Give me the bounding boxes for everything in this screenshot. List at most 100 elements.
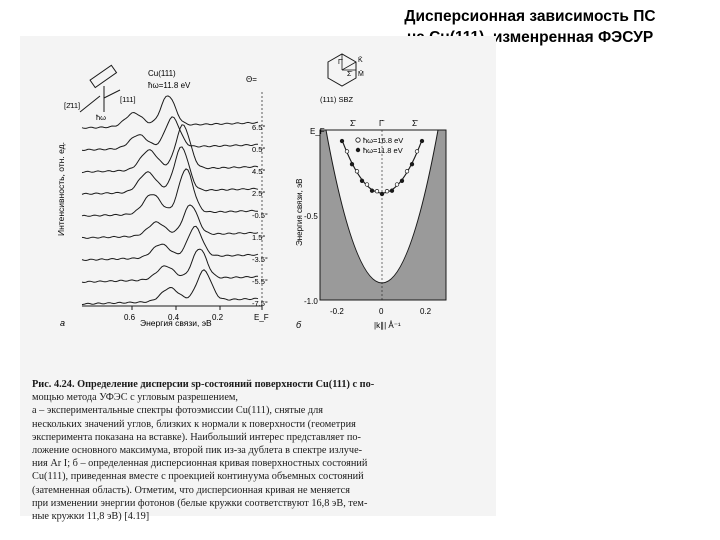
caption-line: Рис. 4.24. Определение дисперсии sp-сост… (32, 378, 488, 391)
panel-a-x-tick-label: 0.2 (212, 313, 224, 322)
point-11-8-ev (419, 138, 425, 144)
sbz-point-m: M̄ (358, 70, 364, 78)
caption-line-7: ния Ar I; б – определенная дисперсионная… (32, 458, 368, 470)
panel-a-x-tick-label: 0.4 (168, 313, 180, 322)
photon-arrow (79, 95, 101, 113)
angle-labels: 6.5° 0.5° 4.5° 2.5° -0.5° 1.5° -3.5° -5.5° -7.5° (252, 123, 268, 308)
inset-hv-label: ħω (96, 113, 106, 122)
point-16-8-ev (384, 189, 390, 194)
geometry-inset (79, 64, 121, 113)
top-label-sigma-right: Σ̄ (412, 119, 419, 128)
sbz-point-gamma: Γ̄ (338, 59, 343, 66)
point-16-8-ev (354, 169, 360, 174)
spectrum-curve (81, 225, 259, 262)
panel-b-letter: б (296, 320, 302, 330)
caption-line-4: нескольких значений углов, близких к нор… (32, 418, 356, 430)
panel-a-crystal: Cu(111) (148, 69, 176, 78)
caption-line-11: ные кружки 11,8 эВ) [4.19] (32, 511, 150, 523)
sample-block (89, 64, 118, 89)
point-11-8-ev (389, 188, 395, 193)
panel-b-ytick-ef: E_F (310, 127, 325, 136)
caption-line-8: Cu(111), приведенная вместе с проекцией … (32, 471, 364, 483)
sbz-point-k: K̄ (358, 56, 363, 64)
dispersion-plot (319, 129, 447, 301)
spectrum-curve (81, 95, 259, 129)
spectrum-curve (81, 146, 259, 195)
spectrum-curve (81, 168, 259, 217)
caption-line-1: Рис. 4.24. Определение дисперсии sp-сост… (32, 379, 375, 390)
panel-a-letter: а (60, 318, 65, 328)
panel-a-x-tick-label: 0.6 (124, 313, 136, 322)
point-11-8-ev (409, 162, 415, 167)
spectrum-curve (81, 248, 259, 284)
angle-label: 1.5° (252, 233, 265, 242)
panel-b: Γ̄ K̄ M̄ Σ̄ (111) SBZ E_F -0.5 (295, 53, 447, 330)
angle-label: -7.5° (252, 299, 268, 308)
sbz-label: (111) SBZ (320, 95, 353, 104)
inset-dir-label: [2̄11] (64, 101, 80, 110)
legend-filled-marker (355, 147, 361, 153)
legend-label-168: ħω=16.8 eV (363, 136, 403, 145)
point-11-8-ev (399, 178, 405, 183)
emission-arrow (103, 89, 121, 99)
caption-line-2: мощью метода УФЭС с угловым разрешением, (32, 392, 238, 404)
panel-b-ylabel: Энергия связи, эВ (295, 179, 304, 247)
panel-b-xtick-02: 0.2 (420, 307, 432, 316)
angle-label: 6.5° (252, 123, 265, 132)
caption-line-3: а – экспериментальные спектры фотоэмисси… (32, 405, 324, 417)
angle-label: -5.5° (252, 277, 268, 286)
point-11-8-ev (379, 191, 385, 197)
panel-a-x-tick-label: E_F (254, 313, 269, 322)
sbz-hexagon (327, 53, 357, 87)
caption-line-10: при изменении энергии фотонов (белые кру… (32, 497, 368, 509)
angle-label: -0.5° (252, 211, 268, 220)
spectrum-curve (81, 124, 259, 174)
angle-label: 0.5° (252, 145, 265, 154)
legend-open-marker (355, 137, 361, 143)
point-11-8-ev (369, 188, 375, 193)
point-16-8-ev (374, 189, 380, 194)
point-11-8-ev (339, 138, 345, 144)
panel-a-photon: ħω=11.8 eV (148, 81, 191, 90)
sbz-gamma-k-line (341, 61, 357, 71)
panel-a-ylabel: Интенсивность, отн. ед. (56, 142, 66, 236)
point-16-8-ev (364, 182, 370, 187)
spectrum-curve (81, 204, 259, 239)
slide-title: Дисперсионная зависимость ПС на Cu(111),… (360, 6, 700, 48)
spectrum-curve (81, 269, 259, 306)
figure-panels: [2̄11] [111] ħω Cu(111) ħω=11.8 eV Θ= Ин… (56, 53, 447, 330)
caption-line-6: ложение основного максимума, второй пик … (32, 445, 363, 457)
bulk-continuum-shade (320, 130, 446, 300)
point-16-8-ev (404, 169, 410, 174)
panel-b-ytick-05: -0.5 (304, 212, 318, 221)
top-label-sigma-left: Σ̄ (350, 119, 357, 128)
point-11-8-ev (359, 178, 365, 183)
panel-a-x-ticks: 0.6 0.4 0.2 E_F (124, 306, 269, 322)
spectra-stack (81, 95, 259, 306)
angle-label: 4.5° (252, 167, 265, 176)
angle-label: -3.5° (252, 255, 268, 264)
point-16-8-ev (414, 149, 420, 154)
spectrum-curve (81, 116, 259, 152)
caption-line-9: (затемненная область). Отметим, что дисп… (32, 484, 350, 496)
point-11-8-ev (349, 162, 355, 167)
caption-line-5: эксперимента показана на вставке). Наибо… (32, 431, 361, 443)
point-16-8-ev (344, 149, 350, 154)
scanned-figure: [2̄11] [111] ħω Cu(111) ħω=11.8 eV Θ= Ин… (20, 36, 496, 522)
legend-label-118: ħω=11.8 eV (363, 146, 403, 155)
panel-a-xlabel: Энергия связи, эВ (140, 318, 212, 328)
panel-b-xlabel: |k∥| Å⁻¹ (374, 321, 401, 330)
panel-b-xtick-neg02: -0.2 (330, 307, 344, 316)
panel-b-ytick-10: -1.0 (304, 297, 318, 306)
inset-normal-label: [111] (120, 95, 136, 104)
sbz-point-sigma: Σ̄ (347, 71, 352, 78)
top-label-gamma: Γ̄ (379, 119, 385, 128)
dispersion-points (339, 138, 425, 197)
panel-b-legend: ħω=16.8 eV ħω=11.8 eV (355, 136, 403, 155)
slide-title-line-1: Дисперсионная зависимость ПС (404, 8, 656, 25)
panel-b-frame (319, 129, 447, 301)
panel-a: [2̄11] [111] ħω Cu(111) ħω=11.8 eV Θ= Ин… (56, 64, 269, 328)
theta-header: Θ= (246, 75, 257, 84)
panel-b-xtick-0: 0 (379, 307, 384, 316)
figure-caption: Рис. 4.24. Определение дисперсии sp-сост… (32, 378, 488, 523)
